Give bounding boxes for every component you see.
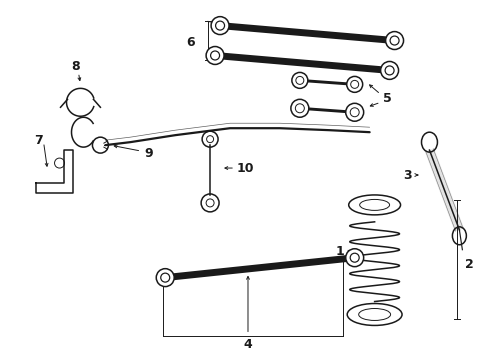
Text: 9: 9: [144, 147, 152, 159]
Text: 4: 4: [244, 338, 252, 351]
Circle shape: [156, 269, 174, 287]
Text: 1: 1: [335, 245, 344, 258]
Text: 7: 7: [34, 134, 43, 147]
Text: 10: 10: [236, 162, 254, 175]
Text: 6: 6: [186, 36, 195, 49]
Circle shape: [202, 131, 218, 147]
Circle shape: [93, 137, 108, 153]
Text: 8: 8: [71, 60, 80, 73]
Circle shape: [346, 103, 364, 121]
Circle shape: [346, 249, 364, 267]
Text: 5: 5: [383, 92, 392, 105]
Circle shape: [292, 72, 308, 88]
Circle shape: [381, 62, 398, 80]
Circle shape: [211, 17, 229, 35]
Circle shape: [201, 194, 219, 212]
Circle shape: [386, 32, 404, 50]
Circle shape: [206, 46, 224, 64]
Circle shape: [291, 99, 309, 117]
Text: 2: 2: [465, 258, 474, 271]
Text: 3: 3: [403, 168, 412, 181]
Circle shape: [347, 76, 363, 92]
